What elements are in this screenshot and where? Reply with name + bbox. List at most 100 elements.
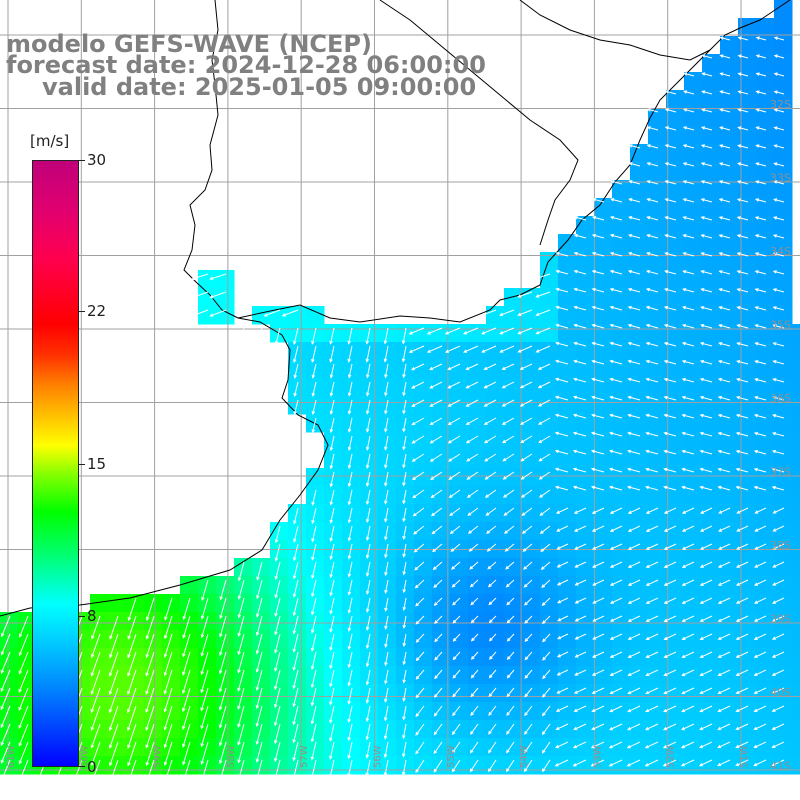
- wind-speed-cell: [486, 450, 505, 469]
- wind-speed-cell: [108, 720, 127, 739]
- wind-arrow: [413, 543, 425, 553]
- wind-speed-cell: [738, 36, 757, 55]
- wind-arrow: [555, 341, 569, 347]
- wind-speed-cell: [414, 576, 433, 595]
- wind-arrow: [108, 705, 119, 732]
- wind-arrow: [645, 669, 659, 677]
- wind-speed-cell: [288, 522, 307, 541]
- wind-speed-cell: [288, 324, 307, 343]
- wind-speed-cell: [288, 666, 307, 685]
- wind-speed-cell: [630, 576, 649, 595]
- wind-arrow: [292, 579, 299, 598]
- wind-speed-cell: [666, 612, 685, 631]
- wind-speed-cell: [792, 324, 800, 343]
- wind-arrow: [402, 651, 407, 666]
- wind-speed-cell: [792, 432, 800, 451]
- wind-speed-cell: [504, 666, 523, 685]
- wind-arrow: [540, 561, 551, 571]
- wind-arrow: [664, 126, 677, 131]
- wind-speed-cell: [216, 684, 235, 703]
- wind-speed-cell: [414, 648, 433, 667]
- wind-speed-cell: [558, 396, 577, 415]
- wind-arrow: [506, 615, 515, 624]
- wind-arrow: [470, 597, 479, 606]
- wind-arrow: [402, 723, 407, 740]
- wind-speed-cell: [738, 108, 757, 127]
- wind-speed-cell: [144, 648, 163, 667]
- wind-speed-cell: [450, 576, 469, 595]
- wind-speed-cell: [648, 558, 667, 577]
- wind-arrow: [274, 615, 281, 636]
- wind-speed-cell: [108, 666, 127, 685]
- wind-speed-cell: [504, 720, 523, 739]
- wind-speed-cell: [108, 612, 127, 631]
- wind-arrow: [609, 579, 623, 586]
- wind-speed-cell: [648, 378, 667, 397]
- wind-speed-cell: [576, 396, 595, 415]
- wind-arrow: [237, 561, 245, 582]
- wind-arrow: [452, 705, 461, 717]
- wind-arrow: [574, 579, 587, 586]
- wind-speed-cell: [594, 360, 613, 379]
- wind-speed-cell: [450, 630, 469, 649]
- wind-speed-cell: [540, 612, 559, 631]
- wind-speed-cell: [702, 324, 721, 343]
- wind-speed-cell: [522, 702, 541, 721]
- wind-arrow: [329, 363, 335, 379]
- wind-speed-cell: [774, 738, 793, 757]
- wind-speed-cell: [486, 414, 505, 433]
- wind-speed-cell: [738, 198, 757, 217]
- wind-arrow: [347, 399, 353, 415]
- wind-arrow: [627, 359, 641, 365]
- wind-arrow: [255, 723, 263, 745]
- colorbar-tick-15: 15: [87, 455, 107, 473]
- wind-speed-cell: [288, 342, 307, 361]
- wind-arrow: [535, 345, 551, 353]
- wind-speed-cell: [216, 630, 235, 649]
- wind-arrow: [681, 723, 695, 731]
- wind-arrow: [753, 651, 767, 658]
- wind-arrow: [701, 108, 713, 113]
- wind-speed-cell: [702, 378, 721, 397]
- wind-arrow: [365, 453, 371, 469]
- wind-speed-cell: [486, 558, 505, 577]
- wind-speed-cell: [558, 270, 577, 289]
- wind-speed-cell: [702, 558, 721, 577]
- wind-speed-cell: [738, 630, 757, 649]
- wind-speed-cell: [18, 684, 37, 703]
- wind-arrow: [274, 561, 281, 581]
- wind-speed-cell: [612, 270, 631, 289]
- wind-speed-cell: [738, 486, 757, 505]
- wind-speed-cell: [702, 702, 721, 721]
- wind-speed-cell: [594, 306, 613, 325]
- wind-speed-cell: [486, 504, 505, 523]
- wind-arrow: [699, 597, 713, 604]
- wind-speed-cell: [720, 666, 739, 685]
- wind-speed-cell: [756, 504, 775, 523]
- wind-speed-cell: [792, 702, 800, 721]
- wind-arrow: [415, 669, 425, 680]
- wind-speed-cell: [450, 612, 469, 631]
- wind-speed-cell: [540, 306, 559, 325]
- wind-arrow: [555, 359, 569, 365]
- wind-arrow: [771, 705, 785, 712]
- wind-speed-cell: [612, 216, 631, 235]
- model-title: modelo GEFS-WAVE (NCEP): [6, 30, 372, 58]
- wind-arrow: [292, 633, 299, 653]
- wind-arrow: [365, 705, 371, 723]
- wind-speed-cell: [126, 720, 145, 739]
- colorbar-tick-30: 30: [87, 151, 107, 169]
- wind-speed-cell: [720, 180, 739, 199]
- wind-arrow: [699, 413, 713, 419]
- wind-arrow: [163, 669, 173, 695]
- wind-arrow: [263, 309, 281, 317]
- wind-speed-cell: [468, 504, 487, 523]
- wind-arrow: [574, 561, 587, 568]
- wind-speed-cell: [756, 576, 775, 595]
- wind-speed-cell: [756, 702, 775, 721]
- wind-arrow: [127, 723, 137, 749]
- wind-arrow: [401, 327, 407, 345]
- wind-arrow: [663, 431, 677, 437]
- wind-speed-cell: [0, 630, 19, 649]
- wind-speed-cell: [288, 648, 307, 667]
